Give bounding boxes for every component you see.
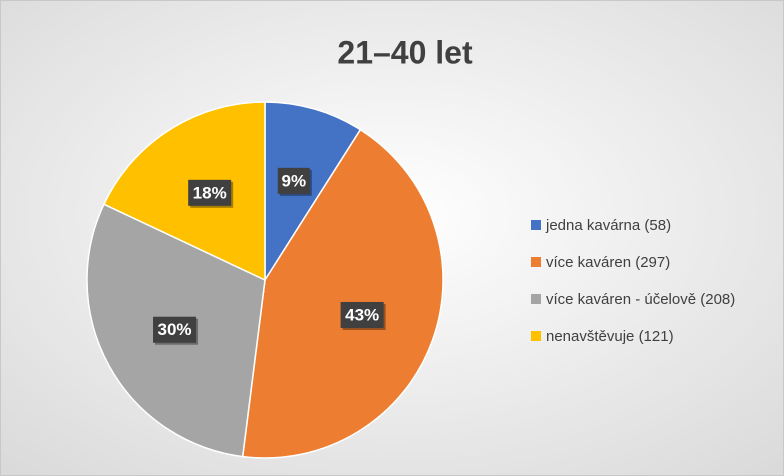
data-label-box <box>340 301 384 328</box>
data-label: 18% <box>193 183 227 202</box>
legend-swatch <box>531 257 541 267</box>
data-label: 43% <box>345 305 379 324</box>
data-label: 9% <box>282 171 307 190</box>
legend-label: nenavštěvuje (121) <box>546 328 674 345</box>
legend-swatch <box>531 220 541 230</box>
data-label: 30% <box>158 320 192 339</box>
pie-slice <box>264 101 362 283</box>
chart-title: 21–40 let <box>337 34 473 70</box>
legend-label: více kaváren (297) <box>546 254 670 271</box>
legend-label: jedna kavárna (58) <box>545 217 671 234</box>
pie-slice <box>241 128 444 459</box>
legend-label: více kaváren - účelově (208) <box>546 291 735 308</box>
data-label-box <box>153 316 197 343</box>
legend-swatch <box>531 331 541 341</box>
legend-swatch <box>531 294 541 304</box>
data-label-box <box>277 167 310 194</box>
pie-slice <box>102 101 266 282</box>
data-label-box <box>188 179 232 206</box>
